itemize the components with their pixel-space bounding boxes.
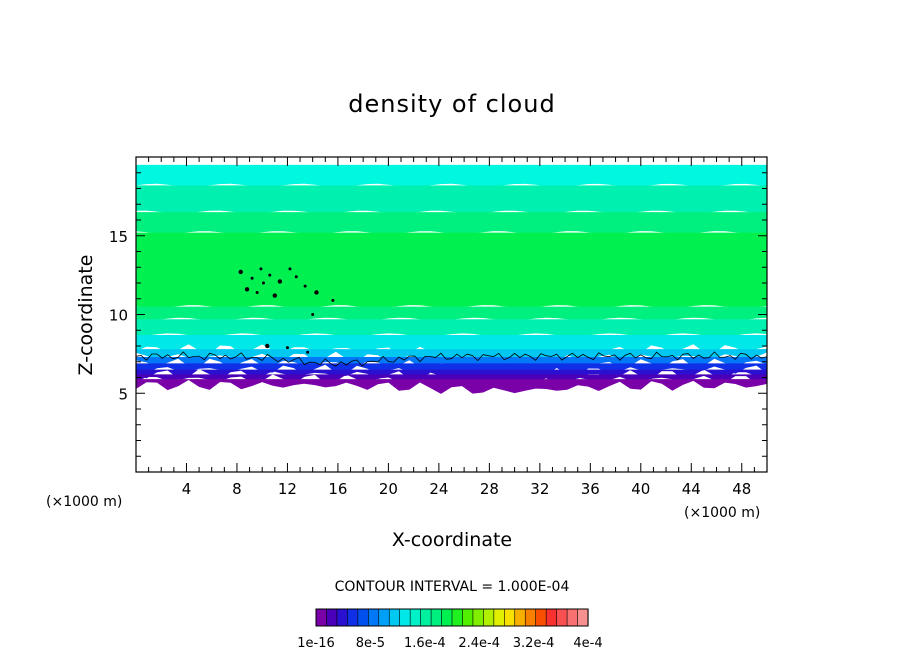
colorbar-swatch: [368, 608, 380, 627]
colorbar-label: 4e-4: [573, 636, 602, 651]
colorbar-swatch: [514, 608, 526, 627]
x-tick-label: 32: [530, 480, 549, 498]
colorbar-swatch: [430, 608, 443, 627]
colorbar-swatch: [556, 608, 568, 627]
colorbar-swatch: [409, 608, 422, 627]
x-tick-label: 40: [631, 480, 650, 498]
contour-speck: [259, 267, 263, 271]
contour-speck: [277, 279, 283, 284]
contour-line: [135, 351, 768, 367]
contour-speck: [311, 313, 315, 316]
contour-speck: [255, 290, 259, 294]
y-tick-label: 10: [109, 307, 128, 325]
colorbar: [315, 608, 589, 627]
x-unit-label-right: (×1000 m): [684, 505, 760, 521]
contour-speck: [272, 293, 278, 298]
colorbar-swatch: [326, 608, 338, 627]
x-tick-label: 36: [581, 480, 600, 498]
x-tick-label: 8: [232, 480, 242, 498]
contour-speck: [265, 343, 270, 349]
contour-band: [136, 232, 767, 309]
colorbar-label: 8e-5: [356, 636, 385, 651]
colorbar-swatch: [472, 608, 484, 627]
y-tick-label: 15: [109, 228, 128, 246]
contour-speck: [314, 290, 319, 295]
colorbar-swatch: [315, 608, 328, 627]
x-axis-label: X-coordinate: [392, 529, 512, 551]
x-unit-label-left: (×1000 m): [46, 494, 122, 510]
x-tick-label: 44: [682, 480, 701, 498]
contour-band: [136, 306, 767, 321]
colorbar-label: 1e-16: [297, 636, 335, 651]
contour-band: [136, 185, 767, 214]
contour-speck: [294, 275, 298, 279]
x-tick-label: 12: [278, 480, 297, 498]
colorbar-swatch: [493, 608, 505, 627]
colorbar-swatch: [451, 608, 464, 627]
contour-band: [136, 164, 767, 187]
colorbar-swatch: [357, 608, 369, 627]
y-axis: 5 10 15: [109, 172, 767, 457]
x-axis: 4 8 12 16 20 24 28 32 36 40 44 48: [148, 157, 755, 498]
contour-speck: [244, 287, 250, 292]
colorbar-label: 1.6e-4: [404, 636, 446, 651]
x-tick-label: 28: [480, 480, 499, 498]
colorbar-swatch: [388, 608, 401, 627]
chart-title: density of cloud: [348, 90, 555, 118]
contour-speck: [306, 350, 310, 354]
colorbar-swatch: [347, 608, 359, 627]
colorbar-labels: 1e-16 8e-5 1.6e-4 2.4e-4 3.2e-4 4e-4: [297, 636, 602, 651]
colorbar-swatch: [504, 608, 516, 627]
colorbar-swatch: [336, 608, 348, 627]
colorbar-swatch: [420, 608, 432, 627]
contour-band: [136, 379, 767, 394]
contour-speck: [268, 273, 272, 277]
contour-speck: [261, 281, 265, 285]
y-axis-label: Z-coordinate: [75, 255, 97, 376]
contour-speck: [285, 346, 289, 350]
contour-band: [136, 357, 767, 373]
colorbar-label: 3.2e-4: [513, 636, 555, 651]
contour-speck: [250, 276, 254, 280]
y-tick-label: 5: [118, 385, 128, 403]
plot-area: [135, 156, 768, 473]
contour-band: [136, 212, 767, 235]
x-tick-label: 24: [429, 480, 448, 498]
contour-interval-label: CONTOUR INTERVAL = 1.000E-04: [335, 579, 570, 595]
contour-band: [136, 319, 767, 337]
colorbar-swatch: [483, 608, 495, 627]
x-tick-label: 4: [182, 480, 192, 498]
colorbar-swatch: [524, 608, 537, 627]
colorbar-swatch: [577, 608, 589, 627]
colorbar-swatch: [566, 608, 579, 627]
contour-speck: [331, 298, 335, 302]
x-tick-label: 20: [379, 480, 398, 498]
contour-band: [136, 334, 767, 359]
colorbar-swatch: [378, 608, 390, 627]
colorbar-swatch: [441, 608, 453, 627]
contour-speck: [303, 284, 307, 288]
contour-speck: [238, 269, 243, 275]
colorbar-label: 2.4e-4: [458, 636, 500, 651]
colorbar-swatch: [462, 608, 474, 627]
x-tick-label: 48: [732, 480, 751, 498]
contour-speck: [288, 267, 292, 271]
colorbar-swatch: [545, 608, 558, 627]
x-tick-label: 16: [328, 480, 347, 498]
colorbar-frame: [315, 608, 589, 627]
colorbar-swatch: [535, 608, 547, 627]
colorbar-swatch: [399, 608, 411, 627]
